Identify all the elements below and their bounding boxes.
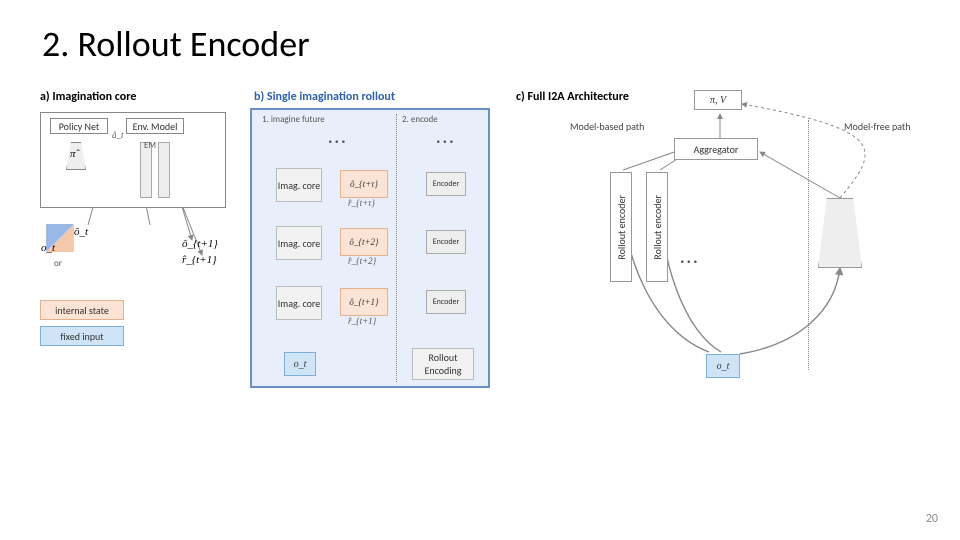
out-1: ô_{t+1} <box>340 288 388 316</box>
b-dots-right: ··· <box>436 130 456 152</box>
b-dots-left: ··· <box>328 130 348 152</box>
b-sub-imagine: 1. imagine future <box>262 114 325 125</box>
out-1-r: r̂_{t+1} <box>348 316 376 326</box>
model-based-label: Model-based path <box>570 120 644 133</box>
c-ot-label: o_t <box>717 361 730 372</box>
label-a: a) Imagination core <box>40 90 136 104</box>
b-input-ot-label: o_t <box>294 359 307 370</box>
rollout-encoding: Rollout Encoding <box>412 348 474 380</box>
out-3: ô_{t+τ} <box>340 170 388 198</box>
label-c: c) Full I2A Architecture <box>516 90 629 104</box>
imag-core-1: Imag. core <box>276 286 322 320</box>
a-hat-t: â_t <box>112 130 124 140</box>
imag-core-3: Imag. core <box>276 168 322 202</box>
rollout-enc-1: Rollout encoder <box>610 172 632 282</box>
or-label: or <box>54 258 62 269</box>
out-2-r: r̂_{t+2} <box>348 256 376 266</box>
re2-label: Rollout encoder <box>651 195 664 260</box>
out-2: ô_{t+2} <box>340 228 388 256</box>
rollout-enc-2: Rollout encoder <box>646 172 668 282</box>
re1-label: Rollout encoder <box>615 195 628 260</box>
legend-fixed: fixed input <box>40 326 124 346</box>
r-out1: r̂_{t+1} <box>182 254 217 266</box>
b-sub-encode: 2. encode <box>402 114 438 125</box>
em-label: EM <box>144 140 156 151</box>
c-dots: ··· <box>680 250 700 272</box>
ohat-label: ô_t <box>74 226 88 238</box>
box-policy-net: Policy Net <box>50 118 108 134</box>
out-2-o: ô_{t+2} <box>349 237 378 247</box>
em-bar-2 <box>158 142 170 198</box>
encoder-1: Encoder <box>426 290 466 314</box>
pi-hat-label: π̂ <box>70 148 76 160</box>
diagram: a) Imagination core Policy Net Env. Mode… <box>40 90 920 470</box>
aggregator: Aggregator <box>674 138 758 160</box>
out-3-o: ô_{t+τ} <box>350 179 378 189</box>
o-out1: ô_{t+1} <box>182 238 218 250</box>
page-number: 20 <box>926 512 938 526</box>
out-1-o: ô_{t+1} <box>349 297 378 307</box>
pi-v-box: π, V <box>694 90 742 110</box>
c-input-ot: o_t <box>706 354 740 378</box>
label-b: b) Single imagination rollout <box>254 90 395 104</box>
b-input-ot: o_t <box>284 352 316 376</box>
ot-label: o_t <box>41 242 55 254</box>
imag-core-2: Imag. core <box>276 226 322 260</box>
encoder-2: Encoder <box>426 230 466 254</box>
slide-title: 2. Rollout Encoder <box>42 22 310 66</box>
model-free-label: Model-free path <box>844 120 911 133</box>
encoder-3: Encoder <box>426 172 466 196</box>
out-3-r: r̂_{t+τ} <box>348 198 375 208</box>
legend-internal: internal state <box>40 300 124 320</box>
model-free-net <box>818 198 862 268</box>
box-env-model: Env. Model <box>126 118 184 134</box>
pi-v-label: π, V <box>710 95 726 106</box>
